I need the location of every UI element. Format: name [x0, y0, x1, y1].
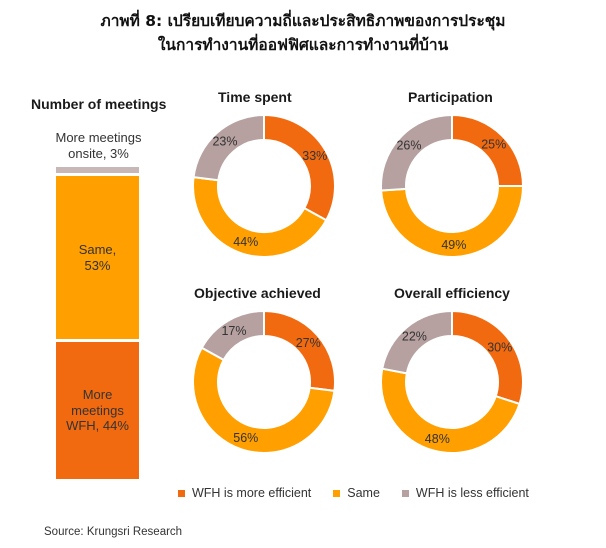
time-spent-title: Time spent	[218, 89, 292, 105]
bar-segment-onsite-label-line-1: More meetings	[55, 130, 142, 145]
participation-slice-wfh-is-less-efficient	[380, 113, 453, 192]
overall-efficiency-title: Overall efficiency	[394, 285, 510, 301]
bar-segment-wfh-label-line-1: More	[82, 387, 113, 403]
time-spent-label-same: 44%	[233, 235, 258, 249]
legend: WFH is more efficient Same WFH is less e…	[178, 486, 551, 500]
bar-segment-more-meetings-wfh: More meetings WFH, 44%	[56, 342, 139, 479]
bar-segment-more-meetings-onsite	[56, 167, 139, 173]
objective-achieved-title: Objective achieved	[194, 285, 321, 301]
bar-segment-same-label-line-2: 53%	[84, 257, 111, 273]
bar-segment-wfh-label-line-2: meetings	[71, 402, 124, 418]
participation-label-same: 49%	[441, 238, 466, 252]
legend-item-wfh-less-efficient: WFH is less efficient	[401, 486, 529, 500]
time-spent-slice-wfh-is-less-efficient	[192, 113, 265, 182]
bar-segment-onsite-label-line-2: onsite, 3%	[68, 146, 129, 162]
bar-segment-wfh-label-line-3: WFH, 44%	[66, 418, 129, 434]
bar-segment-onsite-label: More meetings onsite, 3%	[36, 130, 161, 163]
participation-title: Participation	[408, 89, 493, 105]
legend-item-wfh-more-efficient: WFH is more efficient	[178, 486, 311, 500]
participation-label-wfh-is-less-efficient: 26%	[396, 139, 421, 153]
objective-achieved-label-same: 56%	[233, 431, 258, 445]
overall-efficiency-slice-same	[380, 367, 521, 454]
source-note: Source: Krungsri Research	[44, 526, 183, 538]
bar-segment-same-label-line-1: Same,	[78, 241, 117, 257]
participation-label-wfh-is-more-efficient: 25%	[481, 137, 506, 151]
legend-swatch-wfh-less-efficient	[401, 489, 409, 497]
overall-efficiency-label-same: 48%	[425, 432, 450, 446]
legend-swatch-same	[333, 489, 341, 497]
overall-efficiency-label-wfh-is-less-efficient: 22%	[402, 330, 427, 344]
overall-efficiency-slice-wfh-is-less-efficient	[381, 309, 453, 375]
objective-achieved-slice-wfh-is-more-efficient	[263, 309, 336, 393]
time-spent-slice-same	[192, 175, 328, 258]
time-spent-label-wfh-is-less-efficient: 23%	[212, 135, 237, 149]
objective-achieved-label-wfh-is-less-efficient: 17%	[221, 324, 246, 338]
overall-efficiency-slice-wfh-is-more-efficient	[451, 309, 524, 406]
chart-title-line-2: ในการทำงานที่ออฟฟิศและการทำงานที่บ้าน	[157, 36, 449, 54]
overall-efficiency-label-wfh-is-more-efficient: 30%	[487, 340, 512, 354]
objective-achieved-slice-same	[192, 346, 336, 454]
chart-title-line-1: ภาพที่ 8: เปรียบเทียบความถี่และประสิทธิภ…	[100, 12, 506, 30]
legend-swatch-wfh-more-efficient	[178, 489, 185, 497]
bar-segment-same: Same, 53%	[56, 176, 139, 339]
legend-label-wfh-less-efficient: WFH is less efficient	[415, 486, 529, 500]
objective-achieved-slice-wfh-is-less-efficient	[200, 309, 265, 362]
legend-label-same: Same	[347, 486, 380, 500]
legend-item-same: Same	[333, 486, 380, 500]
number-of-meetings-title: Number of meetings	[31, 96, 167, 112]
objective-achieved-label-wfh-is-more-efficient: 27%	[296, 336, 321, 350]
legend-label-wfh-more-efficient: WFH is more efficient	[192, 486, 312, 500]
participation-slice-same	[380, 185, 525, 258]
time-spent-label-wfh-is-more-efficient: 33%	[302, 149, 327, 163]
time-spent-slice-wfh-is-more-efficient	[263, 113, 336, 222]
